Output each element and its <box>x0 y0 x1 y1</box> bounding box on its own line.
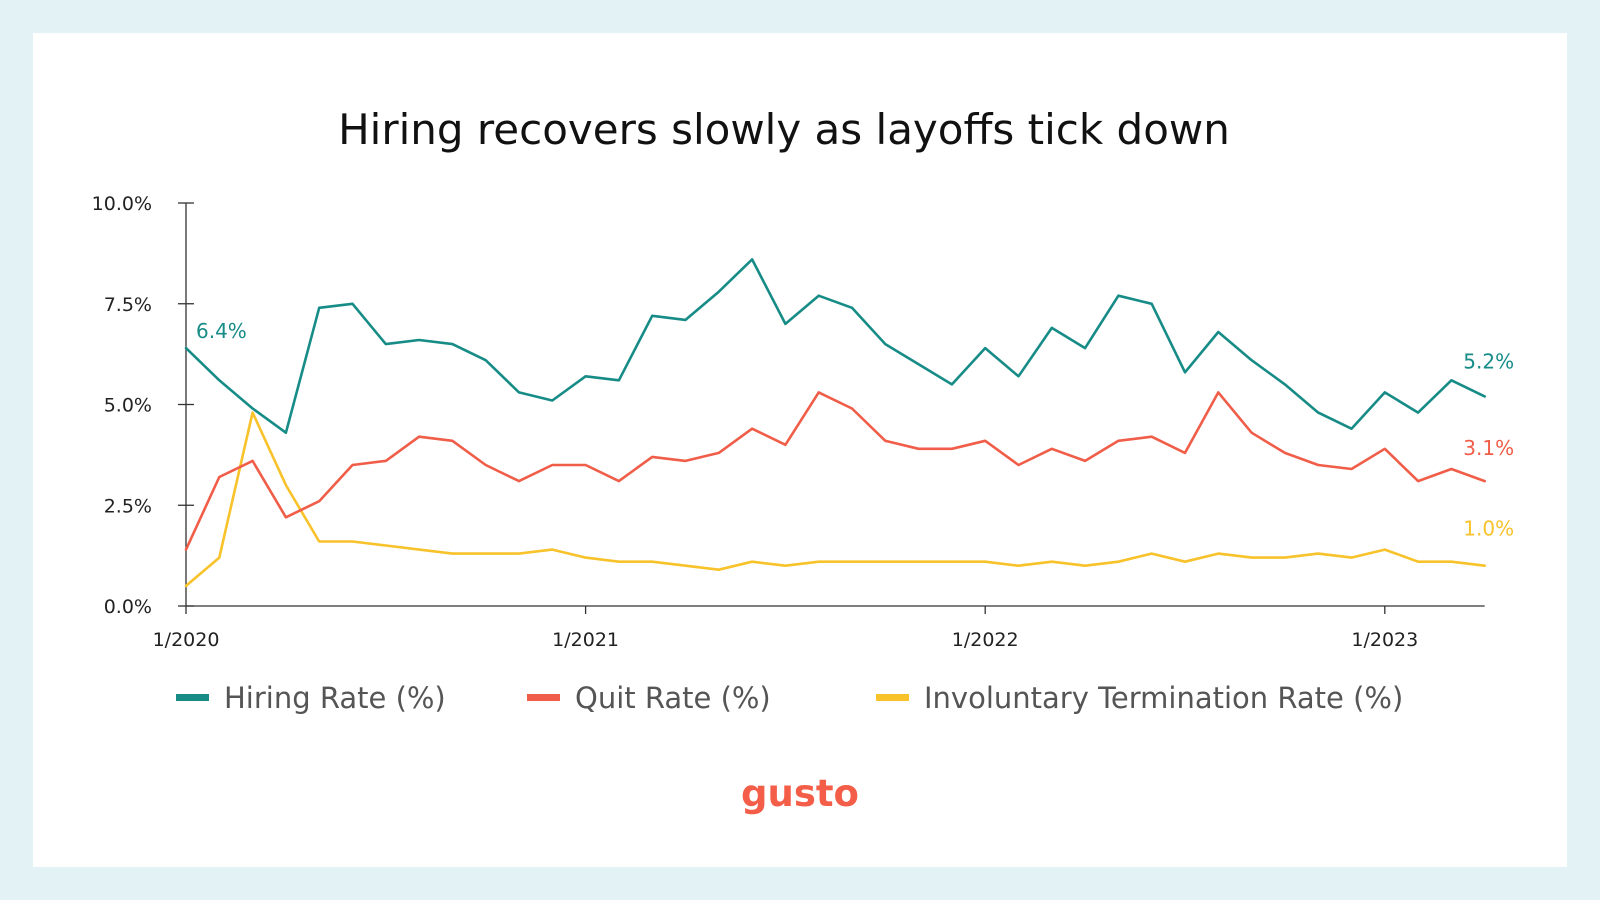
x-tick-label: 1/2022 <box>952 629 1019 651</box>
x-tick-label: 1/2021 <box>552 629 619 651</box>
legend-swatch-0 <box>176 694 209 701</box>
legend: Hiring Rate (%) Quit Rate (%) Involuntary … <box>176 681 1403 715</box>
series-line-1 <box>184 391 1486 551</box>
x-tick-label: 1/2023 <box>1351 629 1418 651</box>
data-label-end-2: 1.0% <box>1463 517 1514 541</box>
data-label-end-0: 5.2% <box>1463 349 1514 373</box>
y-tick-label: 10.0% <box>92 193 152 215</box>
y-tick-label: 0.0% <box>104 596 152 618</box>
series-line-2 <box>184 411 1486 588</box>
data-label-start-0: 6.4% <box>196 319 247 343</box>
gusto-logo: gusto <box>741 772 859 815</box>
x-tick-label: 1/2020 <box>153 629 220 651</box>
legend-swatch-2 <box>876 694 909 701</box>
series-layer <box>184 258 1486 588</box>
data-label-end-1: 3.1% <box>1463 436 1514 460</box>
chart-card <box>33 33 1567 867</box>
data-labels: 6.4% 5.2% 3.1% 1.0% <box>196 319 1514 541</box>
y-tick-label: 2.5% <box>104 495 152 517</box>
legend-label-2: Involuntary Termination Rate (%) <box>924 681 1403 715</box>
series-line-0 <box>184 258 1486 434</box>
axes: 0.0% 2.5% 5.0% 7.5% 10.0% 1/2020 1/2021 1/2022 1… <box>92 193 1485 651</box>
legend-swatch-1 <box>527 694 560 701</box>
y-tick-label: 5.0% <box>104 395 152 417</box>
y-tick-label: 7.5% <box>104 294 152 316</box>
legend-label-1: Quit Rate (%) <box>575 681 771 715</box>
chart-title: Hiring recovers slowly as layoffs tick d… <box>338 105 1230 154</box>
legend-label-0: Hiring Rate (%) <box>224 681 446 715</box>
